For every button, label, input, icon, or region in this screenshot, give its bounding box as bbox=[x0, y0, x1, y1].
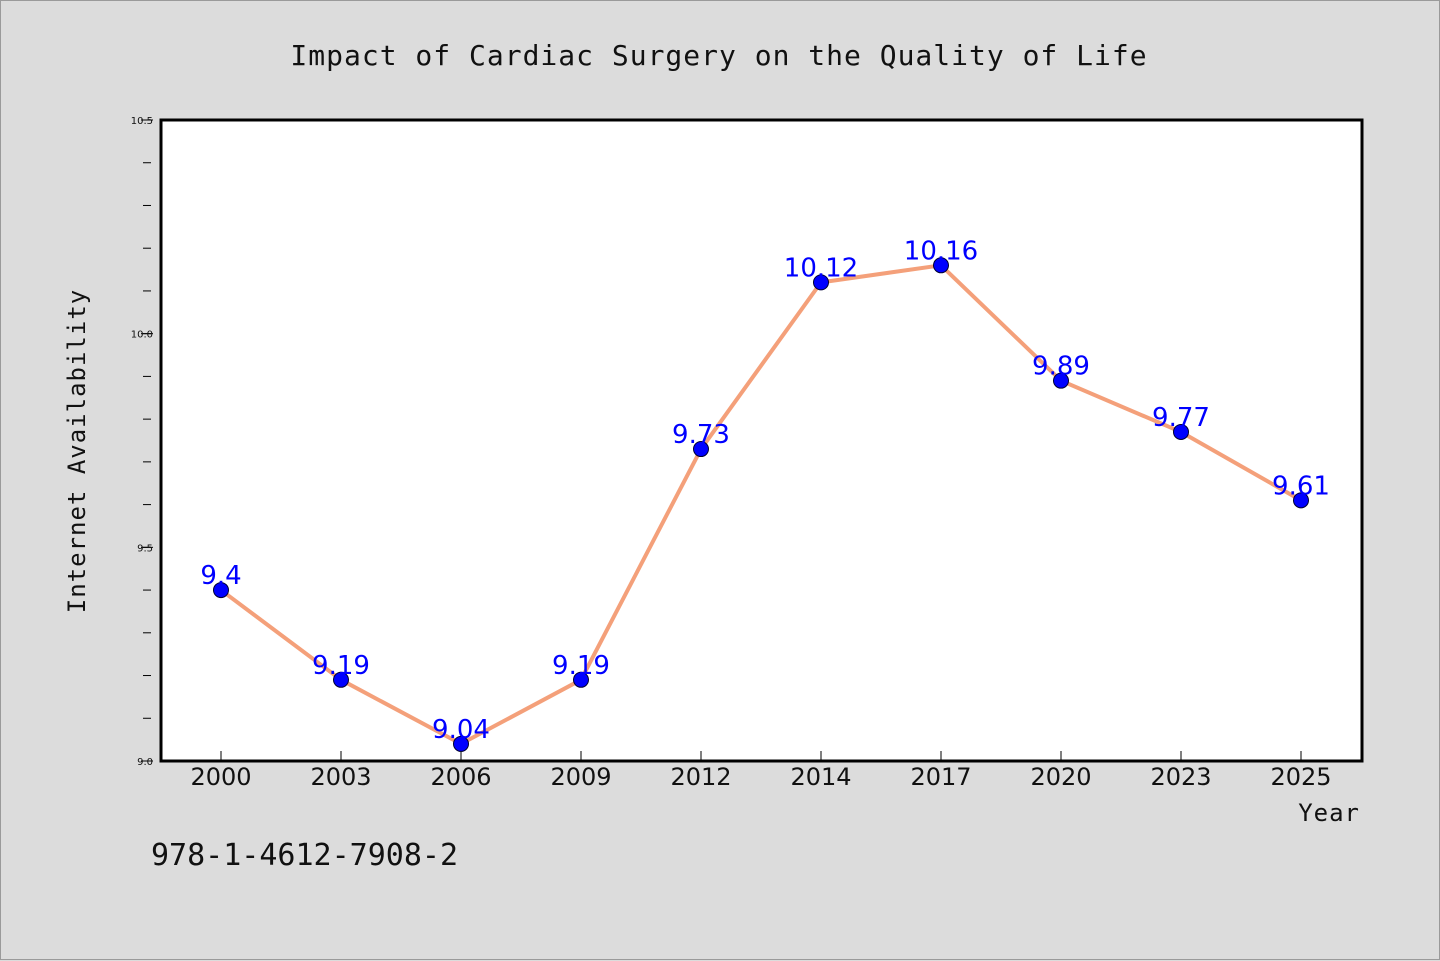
data-label: 9.19 bbox=[552, 651, 610, 681]
x-tick-label: 2000 bbox=[190, 763, 251, 791]
data-labels-group: 9.4 9.19 9.04 9.19 9.73 10.12 10.16 9.89 9.77 9.6… bbox=[200, 236, 1330, 745]
data-point bbox=[1173, 423, 1189, 440]
data-point bbox=[813, 274, 829, 291]
data-point bbox=[573, 671, 589, 688]
y-tick-label: 9.5 bbox=[137, 543, 153, 554]
data-label: 10.16 bbox=[904, 236, 978, 266]
x-tick-label: 2012 bbox=[670, 763, 731, 791]
y-tick-label: 10.5 bbox=[131, 116, 153, 127]
series-group bbox=[213, 257, 1309, 752]
data-label: 9.04 bbox=[432, 715, 490, 745]
y-axis-label: Internet Availability bbox=[63, 289, 91, 613]
plot-area bbox=[159, 118, 1364, 763]
x-tick-label: 2020 bbox=[1030, 763, 1091, 791]
x-axis-label: Year bbox=[1298, 799, 1360, 827]
x-tick-label: 2017 bbox=[910, 763, 971, 791]
data-point bbox=[213, 582, 229, 599]
y-tick-label: 9.0 bbox=[137, 757, 153, 768]
x-tick-label: 2014 bbox=[790, 763, 851, 791]
chart-title: Impact of Cardiac Surgery on the Quality… bbox=[290, 39, 1147, 72]
data-label: 9.61 bbox=[1272, 471, 1330, 501]
data-label: 9.89 bbox=[1032, 352, 1090, 382]
data-label: 10.12 bbox=[784, 253, 858, 283]
data-label: 9.73 bbox=[672, 420, 730, 450]
series-line bbox=[219, 263, 1303, 746]
data-point bbox=[333, 671, 349, 688]
y-axis: 9.0 9.5 10.0 10.5 bbox=[131, 116, 153, 768]
x-tick-label: 2009 bbox=[550, 763, 611, 791]
x-tick-label: 2006 bbox=[430, 763, 491, 791]
data-point bbox=[1053, 372, 1069, 389]
data-label: 9.77 bbox=[1152, 403, 1210, 433]
data-point bbox=[1293, 492, 1309, 509]
data-point bbox=[693, 441, 709, 458]
data-point bbox=[933, 257, 949, 274]
isbn-annotation: 978-1-4612-7908-2 bbox=[151, 838, 458, 873]
x-tick-label: 2023 bbox=[1150, 763, 1211, 791]
x-axis: 2000 2003 2006 2009 2012 2014 2017 2020 2023 2025 bbox=[190, 751, 1332, 791]
data-label: 9.19 bbox=[312, 651, 370, 681]
y-tick-label: 10.0 bbox=[131, 330, 153, 341]
x-tick-label: 2025 bbox=[1270, 763, 1331, 791]
x-tick-label: 2003 bbox=[310, 763, 371, 791]
data-point bbox=[453, 735, 469, 752]
data-label: 9.4 bbox=[200, 561, 241, 591]
